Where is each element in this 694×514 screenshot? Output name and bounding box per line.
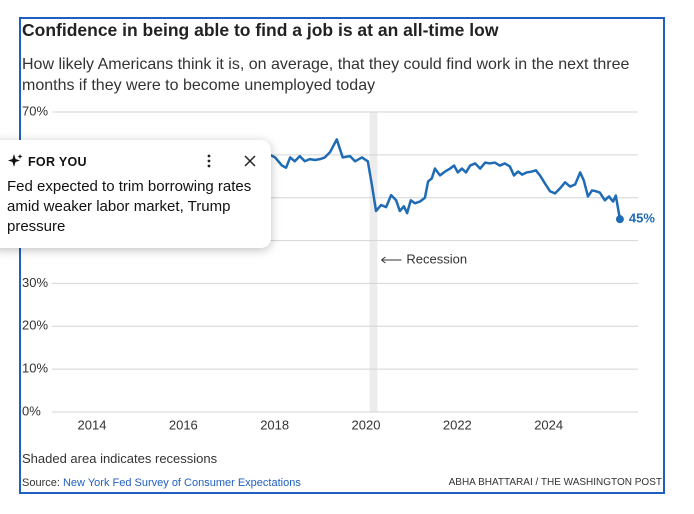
- annotation-arrow: [381, 256, 402, 264]
- x-tick-label: 2014: [78, 417, 107, 432]
- end-dot: [615, 215, 624, 224]
- annotation: Recession: [406, 251, 467, 266]
- menu-button[interactable]: [205, 153, 213, 169]
- y-tick-label: 20%: [22, 318, 48, 333]
- close-button[interactable]: [244, 155, 256, 167]
- y-tick-label: 30%: [22, 275, 48, 290]
- frame: [19, 17, 665, 494]
- end-label: 45%: [629, 211, 655, 226]
- source-link[interactable]: New York Fed Survey of Consumer Expectat…: [62, 477, 301, 489]
- x-tick-label: 2024: [534, 417, 563, 432]
- x-tick-label: 2016: [169, 417, 198, 432]
- credit: ABHA BHATTARAI / THE WASHINGTON POST: [448, 477, 662, 488]
- recession-band: [369, 112, 378, 412]
- popup-label: FOR YOU: [28, 155, 87, 169]
- chart-title: Confidence in being able to find a job i…: [22, 20, 499, 40]
- popup: FOR YOU Fed expected to trim borrowing r…: [0, 140, 271, 248]
- line: [269, 138, 622, 220]
- x-tick-label: 2022: [443, 417, 472, 432]
- source: Source: New York Fed Survey of Consumer …: [22, 477, 301, 489]
- y-tick-label: 70%: [22, 103, 48, 118]
- x-tick-label: 2018: [260, 417, 289, 432]
- y-tick-label: 10%: [22, 361, 48, 376]
- chart-subtitle: How likely Americans think it is, on ave…: [22, 56, 630, 94]
- note: Shaded area indicates recessions: [22, 451, 218, 466]
- y-tick-label: 0%: [22, 403, 41, 418]
- popup-headline[interactable]: Fed expected to trim borrowing rates ami…: [7, 178, 252, 235]
- x-tick-label: 2020: [352, 417, 381, 432]
- source-label: Source:: [22, 477, 60, 489]
- sparkle-icon: [8, 154, 23, 167]
